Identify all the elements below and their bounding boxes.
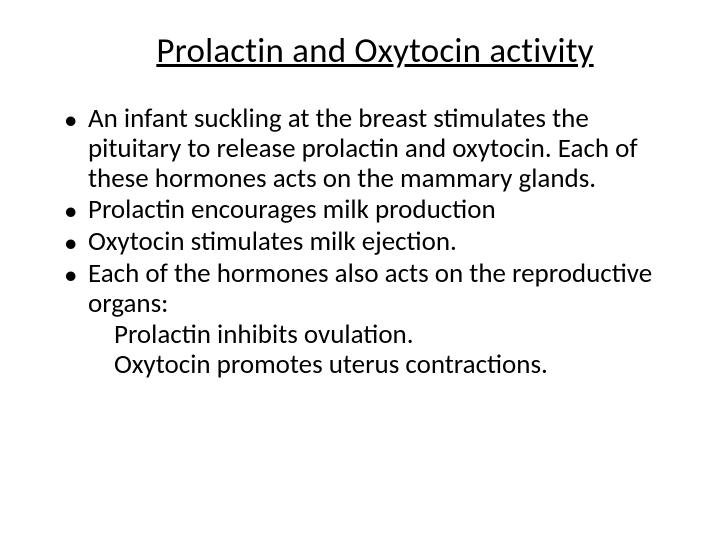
bullet-item: • Oxytocin stimulates milk ejection. bbox=[60, 227, 672, 259]
bullet-text: An infant suckling at the breast stimula… bbox=[88, 104, 672, 195]
bullet-marker: • bbox=[60, 195, 88, 227]
bullet-text: Oxytocin stimulates milk ejection. bbox=[88, 227, 672, 257]
bullet-text: Each of the hormones also acts on the re… bbox=[88, 259, 672, 319]
sub-line: Oxytocin promotes uterus contractions. bbox=[60, 350, 672, 380]
bullet-marker: • bbox=[60, 259, 88, 291]
sub-line: Prolactin inhibits ovulation. bbox=[60, 320, 672, 350]
slide-body: • An infant suckling at the breast stimu… bbox=[48, 104, 672, 380]
bullet-marker: • bbox=[60, 227, 88, 259]
bullet-text: Prolactin encourages milk production bbox=[88, 195, 672, 225]
bullet-item: • An infant suckling at the breast stimu… bbox=[60, 104, 672, 195]
bullet-marker: • bbox=[60, 104, 88, 136]
bullet-item: • Each of the hormones also acts on the … bbox=[60, 259, 672, 319]
slide-title: Prolactin and Oxytocin activity bbox=[78, 30, 672, 72]
bullet-item: • Prolactin encourages milk production bbox=[60, 195, 672, 227]
